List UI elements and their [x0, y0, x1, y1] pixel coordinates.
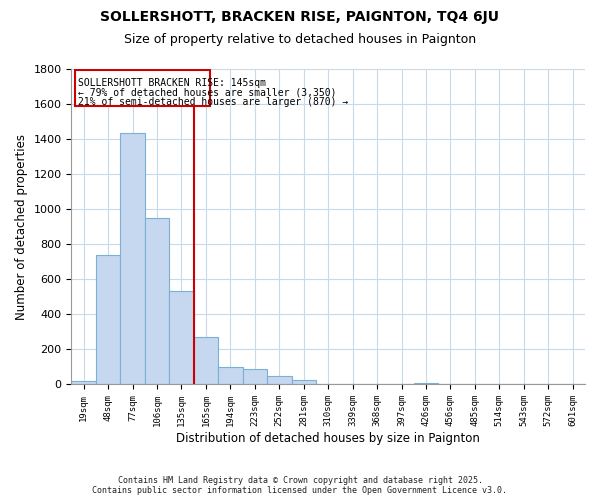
- Bar: [194, 337, 218, 384]
- Bar: [169, 290, 194, 384]
- Text: Size of property relative to detached houses in Paignton: Size of property relative to detached ho…: [124, 32, 476, 46]
- Bar: [414, 382, 438, 384]
- Text: SOLLERSHOTT BRACKEN RISE: 145sqm: SOLLERSHOTT BRACKEN RISE: 145sqm: [77, 78, 266, 88]
- Bar: [96, 255, 121, 384]
- Text: ← 79% of detached houses are smaller (3,350): ← 79% of detached houses are smaller (3,…: [77, 88, 336, 98]
- Bar: [292, 380, 316, 384]
- Bar: [145, 218, 169, 384]
- Text: Contains HM Land Registry data © Crown copyright and database right 2025.
Contai: Contains HM Land Registry data © Crown c…: [92, 476, 508, 495]
- Y-axis label: Number of detached properties: Number of detached properties: [15, 134, 28, 320]
- Bar: [267, 376, 292, 384]
- Bar: [242, 369, 267, 384]
- Bar: [121, 133, 145, 384]
- Bar: [218, 367, 242, 384]
- Text: 21% of semi-detached houses are larger (870) →: 21% of semi-detached houses are larger (…: [77, 97, 348, 107]
- Bar: [71, 381, 96, 384]
- Text: SOLLERSHOTT, BRACKEN RISE, PAIGNTON, TQ4 6JU: SOLLERSHOTT, BRACKEN RISE, PAIGNTON, TQ4…: [101, 10, 499, 24]
- Bar: [75, 70, 209, 106]
- X-axis label: Distribution of detached houses by size in Paignton: Distribution of detached houses by size …: [176, 432, 480, 445]
